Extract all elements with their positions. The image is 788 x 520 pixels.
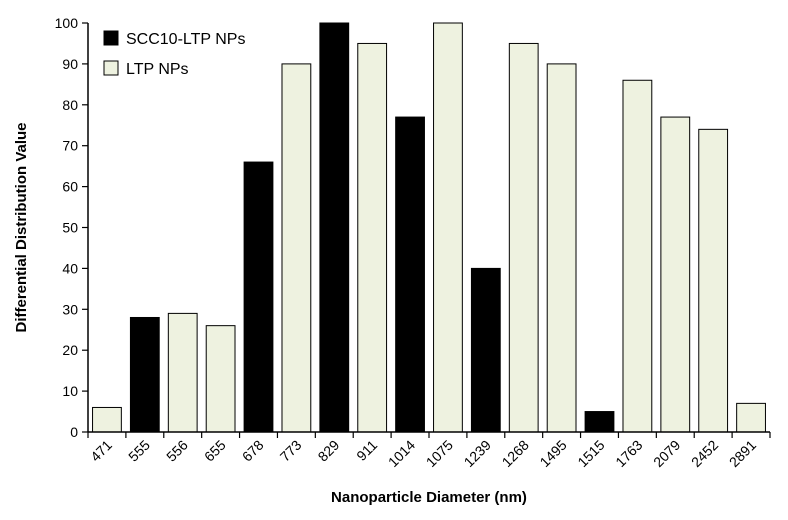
y-tick-label: 70	[62, 138, 78, 154]
bar	[319, 22, 350, 433]
bar	[92, 406, 122, 433]
bar	[357, 42, 388, 433]
x-tick-label: 556	[163, 437, 191, 465]
bar	[433, 22, 463, 433]
x-tick-label: 1075	[423, 437, 456, 470]
bar	[243, 161, 274, 433]
bar	[584, 411, 615, 433]
bar	[470, 267, 501, 433]
y-tick-label: 100	[55, 15, 79, 31]
y-tick-label: 10	[62, 383, 78, 399]
x-tick-label: 1515	[574, 437, 607, 470]
x-tick-label: 678	[239, 437, 267, 465]
bar	[395, 116, 425, 433]
y-tick-label: 50	[62, 220, 78, 236]
bar	[508, 42, 539, 433]
x-tick-label: 773	[277, 437, 305, 465]
legend-swatch-ltp	[103, 60, 119, 76]
x-tick-label: 1268	[498, 437, 531, 470]
y-tick-label: 80	[62, 97, 78, 113]
y-tick-label: 0	[70, 424, 78, 440]
bar	[622, 79, 653, 433]
bar	[281, 63, 312, 433]
x-tick-label: 1763	[612, 437, 645, 470]
bar	[698, 128, 729, 433]
x-tick-label: 2079	[650, 437, 683, 470]
legend-label-scc10-ltp: SCC10-LTP NPs	[126, 31, 245, 48]
x-axis-title: Nanoparticle Diameter (nm)	[331, 489, 527, 506]
x-tick-label: 1239	[461, 437, 494, 470]
bar	[736, 402, 766, 433]
bar	[205, 325, 236, 433]
x-tick-label: 1495	[536, 437, 569, 470]
y-axis-ticks: 0 10 20 30 40 50 60 70 80 90 100	[55, 15, 88, 440]
legend: SCC10-LTP NPs LTP NPs	[103, 30, 245, 78]
x-tick-label: 471	[87, 437, 115, 465]
x-tick-label: 1014	[385, 437, 418, 470]
x-tick-label: 911	[353, 437, 380, 464]
x-tick-label: 2452	[688, 437, 721, 470]
bar	[129, 316, 160, 433]
y-tick-label: 30	[62, 301, 78, 317]
bars	[92, 22, 766, 433]
bar	[167, 312, 198, 433]
y-tick-label: 40	[62, 260, 78, 276]
x-axis-ticks: 471 555 556 655 678 773 829 911 1014 1075 1239 1268…	[87, 432, 771, 470]
x-tick-label: 655	[201, 437, 229, 465]
x-tick-label: 2891	[726, 437, 759, 470]
y-tick-label: 20	[62, 342, 78, 358]
bar	[546, 63, 577, 433]
x-tick-label: 829	[315, 437, 343, 465]
legend-label-ltp: LTP NPs	[126, 61, 189, 78]
y-tick-label: 60	[62, 179, 78, 195]
x-tick-label: 555	[125, 437, 153, 465]
y-axis-title: Differential Distribution Value	[13, 122, 30, 332]
legend-swatch-scc10-ltp	[103, 30, 119, 46]
bar	[660, 116, 691, 433]
y-tick-label: 90	[62, 56, 78, 72]
